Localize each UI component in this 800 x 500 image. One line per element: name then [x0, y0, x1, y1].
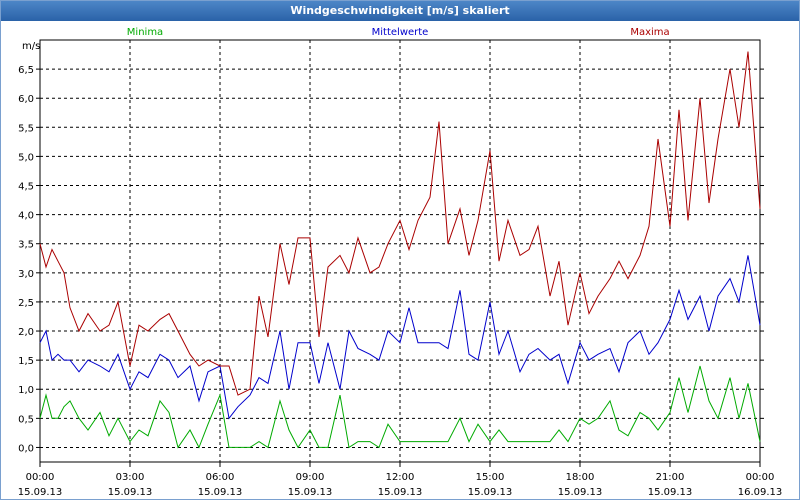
x-tick-time: 12:00	[386, 472, 415, 483]
y-tick-label: 5,5	[18, 123, 34, 134]
series-lines	[39, 51, 761, 449]
x-tick-date: 15.09.13	[18, 487, 63, 498]
y-tick-label: 1,5	[18, 356, 34, 367]
x-tick-time: 15:00	[476, 472, 505, 483]
x-tick-date: 16.09.13	[738, 487, 783, 498]
x-tick-time: 00:00	[26, 472, 55, 483]
series-line-maxima	[39, 51, 761, 396]
legend-mittelwerte: Mittelwerte	[372, 27, 429, 38]
series-line-minima	[39, 365, 761, 449]
x-tick-time: 18:00	[566, 472, 595, 483]
series-line-mittelwerte	[39, 255, 761, 420]
y-tick-label: 0,0	[18, 443, 34, 454]
x-tick-date: 15.09.13	[648, 487, 693, 498]
y-tick-label: 6,0	[18, 94, 34, 105]
x-tick-date: 15.09.13	[288, 487, 333, 498]
y-tick-label: 6,5	[18, 65, 34, 76]
legend-maxima: Maxima	[630, 27, 669, 38]
y-tick-label: 1,0	[18, 385, 34, 396]
x-tick-time: 09:00	[296, 472, 325, 483]
gridlines	[40, 40, 760, 462]
window-title: Windgeschwindigkeit [m/s] skaliert	[1, 1, 799, 21]
x-tick-time: 21:00	[656, 472, 685, 483]
y-tick-label: 2,5	[18, 298, 34, 309]
x-tick-date: 15.09.13	[558, 487, 603, 498]
legend-minima: Minima	[127, 27, 163, 38]
x-tick-time: 00:00	[746, 472, 775, 483]
y-tick-label: 4,0	[18, 211, 34, 222]
y-tick-label: 5,0	[18, 152, 34, 163]
y-tick-label: 4,5	[18, 182, 34, 193]
x-tick-date: 15.09.13	[108, 487, 153, 498]
x-tick-date: 15.09.13	[378, 487, 423, 498]
y-tick-label: 3,0	[18, 269, 34, 280]
y-tick-label: 2,0	[18, 327, 34, 338]
x-tick-time: 06:00	[206, 472, 235, 483]
x-tick-time: 03:00	[116, 472, 145, 483]
y-axis-ticks: 0,0 0,5 1,0 1,5 2,0 2,5 3,0 3,5 4,0 4,5 5,0 5,5 6,0 6…	[18, 65, 764, 454]
x-tick-date: 15.09.13	[198, 487, 243, 498]
x-tick-date: 15.09.13	[468, 487, 513, 498]
x-axis-ticks: 00:00 15.09.13 03:00 15.09.13 06:00 15.09.13 0…	[18, 462, 783, 498]
y-axis-label: m/s	[22, 41, 40, 52]
y-tick-label: 3,5	[18, 240, 34, 251]
y-tick-label: 0,5	[18, 414, 34, 425]
